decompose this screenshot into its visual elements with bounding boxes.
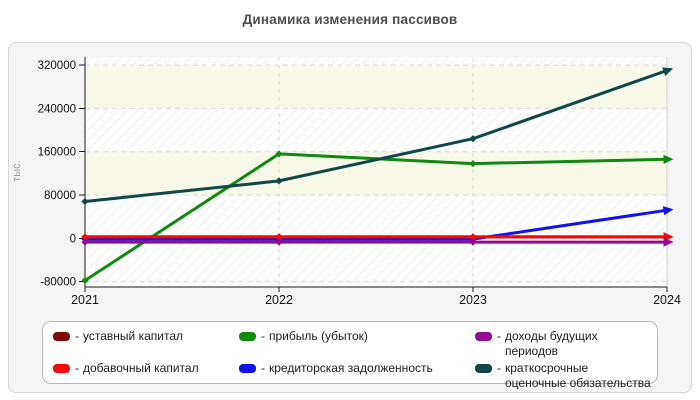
legend-label: кредиторская задолженность <box>269 361 433 375</box>
legend-item: - доходы будущих периодов <box>475 329 651 359</box>
legend-item: - уставный капитал <box>53 329 239 359</box>
legend-item: - прибыль (убыток) <box>239 329 475 359</box>
legend-label: доходы будущих периодов <box>505 329 598 358</box>
y-axis-unit-label: тыс. <box>11 160 23 182</box>
legend-swatch-icon <box>53 364 70 373</box>
legend-bullet: - <box>75 361 79 375</box>
legend-item: - кредиторская задолженность <box>239 361 475 391</box>
chart-legend: - уставный капитал - добавочный капитал - при… <box>42 321 658 390</box>
svg-text:2022: 2022 <box>265 293 293 307</box>
legend-swatch-icon <box>475 332 492 341</box>
legend-bullet: - <box>261 361 265 375</box>
legend-swatch-icon <box>475 364 492 373</box>
legend-bullet: - <box>261 329 265 343</box>
svg-text:2021: 2021 <box>71 293 99 307</box>
axes <box>79 57 668 292</box>
legend-item: - добавочный капитал <box>53 361 239 391</box>
legend-bullet: - <box>75 329 79 343</box>
svg-text:-80000: -80000 <box>40 277 76 289</box>
svg-text:2024: 2024 <box>653 293 681 307</box>
legend-swatch-icon <box>53 332 70 341</box>
svg-text:80000: 80000 <box>44 190 76 202</box>
svg-text:0: 0 <box>70 233 76 245</box>
series-line <box>81 67 674 206</box>
series-line <box>81 237 674 247</box>
series-line <box>81 232 674 242</box>
x-tick-labels: 2021 2022 2023 2024 <box>71 293 681 307</box>
legend-label: прибыль (убыток) <box>269 329 368 343</box>
chart-title: Динамика изменения пассивов <box>242 12 458 27</box>
legend-label: краткосрочные оценочные обязательства <box>505 361 651 390</box>
y-tick-labels: 320000 240000 160000 80000 0 -80000 <box>38 60 76 289</box>
svg-text:240000: 240000 <box>38 103 76 115</box>
legend-bullet: - <box>497 329 501 343</box>
legend-label: уставный капитал <box>83 329 183 343</box>
legend-bullet: - <box>497 361 501 375</box>
svg-text:160000: 160000 <box>38 147 76 159</box>
svg-text:2023: 2023 <box>459 293 487 307</box>
legend-label: добавочный капитал <box>83 361 199 375</box>
legend-item: - краткосрочные оценочные обязательства <box>475 361 651 391</box>
legend-swatch-icon <box>239 332 256 341</box>
legend-swatch-icon <box>239 364 256 373</box>
svg-text:320000: 320000 <box>38 60 76 72</box>
